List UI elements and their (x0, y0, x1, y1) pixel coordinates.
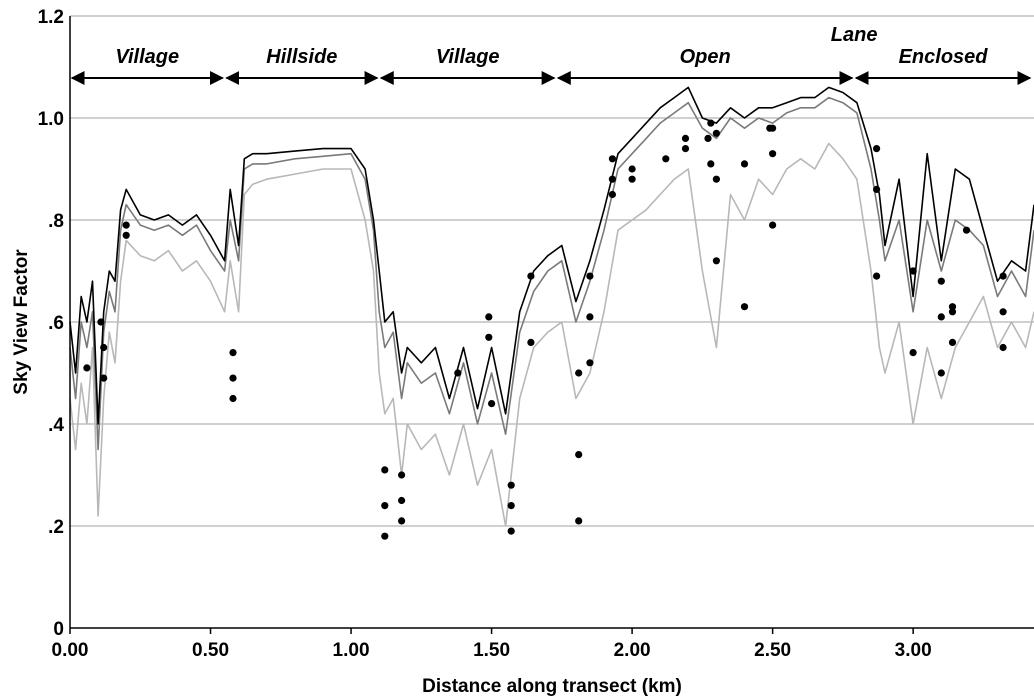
data-point (586, 272, 594, 280)
gridlines (70, 15, 1034, 629)
region-annotations: Village Hillside Village Open Lane Enclosed (70, 24, 1032, 85)
data-point (707, 160, 715, 168)
data-point (769, 124, 777, 132)
measured-points (83, 119, 1007, 540)
region-label: Village (436, 46, 500, 68)
data-point (873, 145, 881, 153)
data-point (948, 303, 957, 311)
data-point (398, 471, 406, 479)
data-point (769, 150, 777, 158)
data-point (704, 134, 712, 142)
data-point (527, 272, 535, 280)
data-point (454, 369, 462, 377)
data-point (608, 190, 617, 199)
data-series (69, 86, 1034, 527)
data-point (381, 466, 389, 474)
data-point (229, 374, 237, 382)
data-point (485, 313, 493, 321)
region-label: Hillside (266, 46, 337, 68)
y-tick-label: 1.0 (38, 109, 64, 130)
data-point (662, 155, 670, 163)
data-point (586, 359, 594, 367)
region-label: Enclosed (899, 46, 989, 68)
x-tick-label: 2.50 (754, 640, 791, 661)
data-point (507, 481, 515, 489)
data-point (769, 221, 777, 229)
data-point (507, 502, 515, 510)
x-tick-label: 2.00 (614, 640, 651, 661)
data-point (97, 318, 105, 326)
x-tick-label: 3.00 (895, 640, 932, 661)
x-tick-label: 1.00 (333, 640, 370, 661)
data-point (999, 343, 1007, 352)
data-point (712, 175, 721, 183)
data-point (229, 349, 237, 357)
y-tick-label: .6 (48, 313, 64, 334)
series-line-upper (69, 86, 1034, 425)
data-point (740, 160, 749, 168)
data-point (381, 502, 389, 510)
data-point (488, 400, 496, 408)
data-point (575, 451, 583, 459)
data-point (948, 308, 957, 316)
data-point (712, 129, 721, 137)
data-point (937, 369, 945, 377)
data-point (229, 394, 237, 403)
x-axis-title: Distance along transect (km) (422, 676, 682, 697)
y-axis-title: Sky View Factor (11, 249, 32, 395)
x-tick-label: 0.50 (192, 640, 229, 661)
data-point (608, 155, 617, 163)
data-point (873, 272, 881, 280)
data-point (999, 272, 1007, 280)
data-point (507, 527, 515, 535)
region-label: Village (115, 46, 179, 68)
data-point (962, 226, 971, 234)
data-point (100, 374, 108, 382)
data-point (909, 349, 917, 357)
data-point (909, 267, 917, 275)
y-tick-label: .8 (48, 211, 64, 232)
region-label: Lane (831, 24, 878, 46)
data-point (999, 308, 1007, 316)
data-point (381, 532, 389, 540)
data-point (398, 517, 406, 525)
x-tick-label: 1.50 (473, 640, 510, 661)
data-point (398, 496, 406, 505)
data-point (628, 175, 636, 183)
data-point (707, 119, 715, 127)
data-point (586, 313, 594, 321)
series-line-lower-envelope (69, 142, 1034, 527)
data-point (948, 338, 957, 346)
data-point (937, 277, 945, 285)
region-label: Open (680, 46, 731, 68)
data-point (937, 313, 945, 321)
data-point (873, 185, 881, 193)
data-point (575, 517, 583, 525)
y-tick-label: .4 (48, 415, 64, 436)
data-point (740, 303, 749, 311)
data-point (681, 145, 690, 153)
data-point (608, 175, 617, 183)
data-point (712, 257, 721, 265)
data-point (83, 364, 91, 372)
y-tick-label: 0 (53, 619, 64, 640)
data-point (681, 134, 690, 142)
y-tick-label: .2 (48, 517, 64, 538)
data-point (527, 338, 535, 346)
data-point (122, 231, 130, 239)
data-point (575, 369, 583, 377)
series-line-middle (69, 96, 1034, 451)
y-tick-label: 1.2 (38, 7, 64, 28)
axes: 0 .2 .4 .6 .8 1.0 1.2 0.00 0.50 1.00 1.50 2.00 2.50 3… (38, 7, 1034, 661)
data-point (628, 165, 636, 173)
data-point (100, 343, 108, 352)
x-tick-label: 0.00 (52, 640, 89, 661)
data-point (485, 333, 493, 341)
data-point (122, 221, 130, 229)
